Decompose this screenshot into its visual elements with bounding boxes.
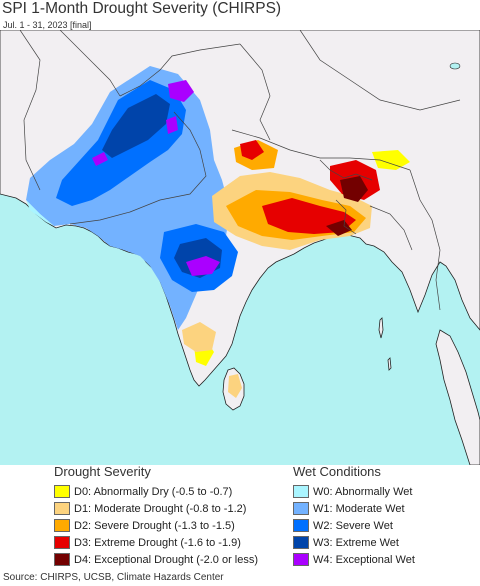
- legend-item-d2: D2: Severe Drought (-1.3 to -1.5): [54, 517, 258, 534]
- legend-label: D0: Abnormally Dry (-0.5 to -0.7): [74, 485, 233, 498]
- wet-zone-w4-punjab: [166, 116, 178, 134]
- wet-legend: Wet Conditions W0: Abnormally Wet W1: Mo…: [293, 464, 415, 568]
- legend-swatch: [54, 553, 70, 566]
- legend-label: W4: Exceptional Wet: [313, 553, 415, 566]
- drought-legend-heading: Drought Severity: [54, 464, 151, 479]
- lake-feature: [449, 62, 461, 70]
- drought-zone-d4-coast: [326, 220, 352, 236]
- legend-label: W0: Abnormally Wet: [313, 485, 413, 498]
- legend-item-w0: W0: Abnormally Wet: [293, 483, 415, 500]
- wet-legend-heading: Wet Conditions: [293, 464, 381, 479]
- legend-item-w3: W3: Extreme Wet: [293, 534, 415, 551]
- drought-zone-d1-srilanka: [228, 374, 242, 398]
- legend-item-d0: D0: Abnormally Dry (-0.5 to -0.7): [54, 483, 258, 500]
- legend-swatch: [54, 536, 70, 549]
- drought-legend: Drought Severity D0: Abnormally Dry (-0.…: [54, 464, 258, 568]
- drought-zone-d3-north: [240, 140, 264, 160]
- legend-swatch: [293, 519, 309, 532]
- legend-swatch: [293, 502, 309, 515]
- drought-zone-d0-northeast: [372, 150, 410, 170]
- legend-swatch: [293, 536, 309, 549]
- wet-zone-w4-central: [186, 256, 220, 276]
- map-title: SPI 1-Month Drought Severity (CHIRPS): [2, 0, 282, 17]
- legend-label: D2: Severe Drought (-1.3 to -1.5): [74, 519, 235, 532]
- legend-label: W2: Severe Wet: [313, 519, 393, 532]
- drought-zone-d4-bangladesh: [340, 176, 368, 202]
- drought-zone-d1-south: [182, 322, 216, 352]
- legend-item-d4: D4: Exceptional Drought (-2.0 or less): [54, 551, 258, 568]
- wet-zone-w4-sindh: [92, 152, 108, 166]
- legend-label: W1: Moderate Wet: [313, 502, 405, 515]
- legend-item-w2: W2: Severe Wet: [293, 517, 415, 534]
- legend-label: D4: Exceptional Drought (-2.0 or less): [74, 553, 259, 566]
- legend-label: D1: Moderate Drought (-0.8 to -1.2): [74, 502, 247, 515]
- legend-label: D3: Extreme Drought (-1.6 to -1.9): [74, 536, 241, 549]
- severity-shading: [26, 66, 410, 398]
- source-credit: Source: CHIRPS, UCSB, Climate Hazards Ce…: [3, 572, 224, 583]
- legend-item-w1: W1: Moderate Wet: [293, 500, 415, 517]
- wet-zone-w4-kashmir: [168, 80, 194, 102]
- legend-item-w4: W4: Exceptional Wet: [293, 551, 415, 568]
- legend-item-d3: D3: Extreme Drought (-1.6 to -1.9): [54, 534, 258, 551]
- legend-swatch: [54, 502, 70, 515]
- legend-item-d1: D1: Moderate Drought (-0.8 to -1.2): [54, 500, 258, 517]
- legend-swatch: [293, 553, 309, 566]
- political-borders: [19, 30, 461, 311]
- legend-swatch: [54, 519, 70, 532]
- map-subtitle: Jul. 1 - 31, 2023 [final]: [3, 20, 92, 30]
- wet-zone-w3-north: [102, 94, 170, 158]
- legend-label: W3: Extreme Wet: [313, 536, 399, 549]
- legend-swatch: [54, 485, 70, 498]
- drought-map: [0, 30, 480, 465]
- legend-swatch: [293, 485, 309, 498]
